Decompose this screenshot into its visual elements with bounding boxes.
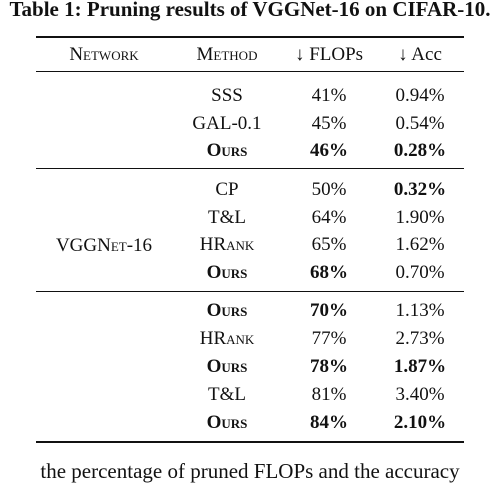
method-cell: Ours <box>206 300 248 321</box>
group-divider <box>36 291 464 292</box>
caption-continuation: the percentage of pruned FLOPs and the a… <box>40 459 460 483</box>
flops-cell: 84% <box>310 412 348 433</box>
method-cell: GAL-0.1 <box>192 113 262 134</box>
acc-cell: 1.62% <box>395 234 445 255</box>
group-divider <box>36 168 464 169</box>
acc-cell: 0.54% <box>395 113 445 134</box>
flops-cell: 70% <box>310 300 348 321</box>
method-cell: Ours <box>206 140 248 161</box>
flops-cell: 78% <box>310 356 348 377</box>
header-rule <box>36 71 464 72</box>
method-cell: T&L <box>208 384 246 405</box>
table-caption: Table 1: Pruning results of VGGNet-16 on… <box>9 0 491 21</box>
acc-cell: 1.13% <box>395 300 445 321</box>
method-cell: T&L <box>208 207 246 228</box>
header-flops: ↓ FLOPs <box>294 44 364 65</box>
acc-cell: 2.10% <box>393 412 447 433</box>
flops-cell: 77% <box>311 328 347 349</box>
header-method: Method <box>196 44 258 65</box>
method-cell: CP <box>215 179 239 200</box>
flops-cell: 65% <box>311 234 347 255</box>
acc-cell: 0.70% <box>395 262 445 283</box>
flops-cell: 46% <box>310 140 348 161</box>
flops-cell: 50% <box>311 179 347 200</box>
method-cell: HRank <box>199 234 255 255</box>
header-acc: ↓ Acc <box>398 44 442 65</box>
flops-cell: 41% <box>311 85 347 106</box>
acc-cell: 2.73% <box>395 328 445 349</box>
header-network: Network <box>69 44 139 65</box>
method-cell: HRank <box>199 328 255 349</box>
flops-cell: 68% <box>310 262 348 283</box>
network-name: VGGNet-16 <box>55 235 153 256</box>
flops-cell: 64% <box>311 207 347 228</box>
method-cell: Ours <box>206 262 248 283</box>
acc-cell: 1.87% <box>393 356 447 377</box>
bottom-rule <box>36 441 464 443</box>
method-cell: SSS <box>211 85 243 106</box>
method-cell: Ours <box>206 412 248 433</box>
acc-cell: 0.32% <box>393 179 447 200</box>
acc-cell: 0.94% <box>395 85 445 106</box>
acc-cell: 1.90% <box>395 207 445 228</box>
method-cell: Ours <box>206 356 248 377</box>
acc-cell: 0.28% <box>393 140 447 161</box>
top-rule <box>36 36 464 38</box>
flops-cell: 81% <box>311 384 347 405</box>
flops-cell: 45% <box>311 113 347 134</box>
acc-cell: 3.40% <box>395 384 445 405</box>
